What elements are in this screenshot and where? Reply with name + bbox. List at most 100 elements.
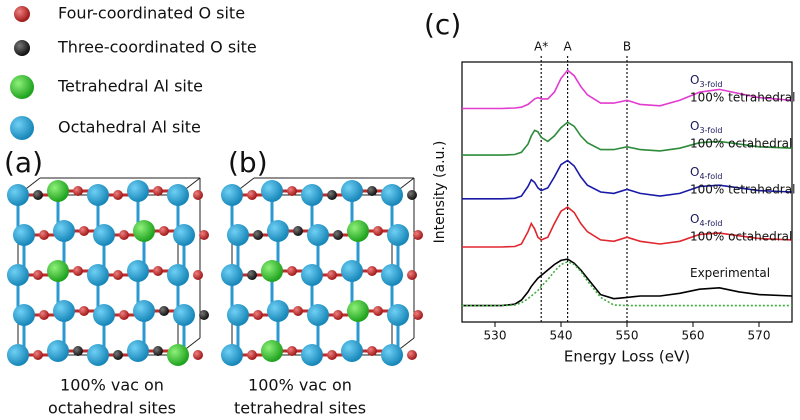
series-label-sub: 3-fold	[699, 80, 722, 89]
al-atom	[87, 264, 109, 286]
al-atom	[7, 344, 29, 366]
series-label-sub: 4-fold	[699, 219, 722, 228]
x-axis-label: Energy Loss (eV)	[564, 348, 690, 366]
structure	[221, 177, 423, 366]
o-atom	[293, 226, 303, 236]
o-atom	[413, 230, 423, 240]
series-label-main: Experimental	[690, 266, 770, 280]
o-atom	[333, 230, 343, 240]
al-atom	[267, 220, 289, 242]
o-atom	[247, 190, 257, 200]
al-atom	[341, 180, 363, 202]
o-atom	[247, 270, 257, 280]
al-atom	[387, 224, 409, 246]
al-atom	[53, 300, 75, 322]
o-atom	[193, 190, 203, 200]
o-atom	[159, 306, 169, 316]
o-atom	[367, 186, 377, 196]
o-atom	[73, 186, 83, 196]
series-label-sub: 4-fold	[699, 172, 722, 181]
reference-label: A*	[534, 40, 548, 54]
legend-text: Three-coordinated O site	[57, 38, 257, 57]
al-atom	[221, 344, 243, 366]
al-atom	[307, 224, 329, 246]
spectrum-line	[462, 258, 793, 307]
o-atom	[33, 270, 43, 280]
series-label: 100% octahedral	[690, 230, 792, 244]
al-atom	[227, 304, 249, 326]
caption: octahedral sites	[48, 399, 176, 418]
legend-text: Four-coordinated O site	[58, 4, 245, 23]
al-atom	[301, 184, 323, 206]
o-atom	[287, 186, 297, 196]
al-atom	[221, 184, 243, 206]
o-atom	[253, 310, 263, 320]
panel-label: (b)	[228, 146, 268, 179]
o-atom	[193, 270, 203, 280]
spectrum-line	[462, 159, 793, 200]
al-atom	[167, 264, 189, 286]
al-atom	[7, 264, 29, 286]
al-atom	[93, 304, 115, 326]
x-tick-label: 550	[616, 329, 639, 343]
legend-text: Tetrahedral Al site	[57, 77, 203, 96]
o-atom	[199, 310, 209, 320]
legend-swatch	[10, 116, 34, 140]
o-atom	[113, 350, 123, 360]
al-atom	[127, 340, 149, 362]
o-atom	[327, 270, 337, 280]
o-atom	[79, 306, 89, 316]
o-atom	[79, 226, 89, 236]
al-atom	[227, 224, 249, 246]
panel-label: (a)	[4, 146, 43, 179]
al-atom	[307, 304, 329, 326]
al-atom	[87, 344, 109, 366]
caption: 100% vac on	[60, 376, 164, 395]
legend-swatch	[14, 40, 30, 56]
x-tick-label: 530	[484, 329, 507, 343]
series-label: 100% octahedral	[690, 137, 792, 151]
y-axis-label: Intensity (a.u.)	[432, 141, 448, 244]
o-atom	[293, 306, 303, 316]
al-atom	[347, 300, 369, 322]
al-atom	[301, 344, 323, 366]
series-label-main: O	[690, 165, 699, 179]
legend: Four-coordinated O site Three-coordinate…	[10, 4, 257, 140]
o-atom	[33, 190, 43, 200]
o-atom	[39, 310, 49, 320]
spectrum-line	[462, 206, 793, 248]
structure	[7, 177, 209, 366]
al-atom	[261, 340, 283, 362]
series-label: 100% tetrahedral	[690, 183, 795, 197]
al-atom	[13, 224, 35, 246]
o-atom	[407, 350, 417, 360]
al-atom	[261, 180, 283, 202]
o-atom	[327, 190, 337, 200]
o-atom	[159, 226, 169, 236]
o-atom	[119, 310, 129, 320]
al-atom	[341, 340, 363, 362]
al-atom	[381, 264, 403, 286]
al-atom	[221, 264, 243, 286]
series-label-sub: 3-fold	[699, 126, 722, 135]
x-tick-label: 570	[748, 329, 771, 343]
al-atom	[387, 304, 409, 326]
x-tick-label: 540	[550, 329, 573, 343]
al-atom	[133, 300, 155, 322]
o-atom	[333, 310, 343, 320]
o-atom	[327, 350, 337, 360]
o-atom	[367, 346, 377, 356]
al-atom	[7, 184, 29, 206]
o-atom	[153, 346, 163, 356]
spectrum-line	[462, 69, 793, 110]
al-atom	[167, 184, 189, 206]
al-atom	[47, 260, 69, 282]
o-atom	[253, 230, 263, 240]
al-atom	[133, 220, 155, 242]
o-atom	[193, 350, 203, 360]
al-atom	[173, 224, 195, 246]
al-atom	[127, 180, 149, 202]
series-label: O3-fold	[690, 73, 722, 89]
o-atom	[367, 266, 377, 276]
